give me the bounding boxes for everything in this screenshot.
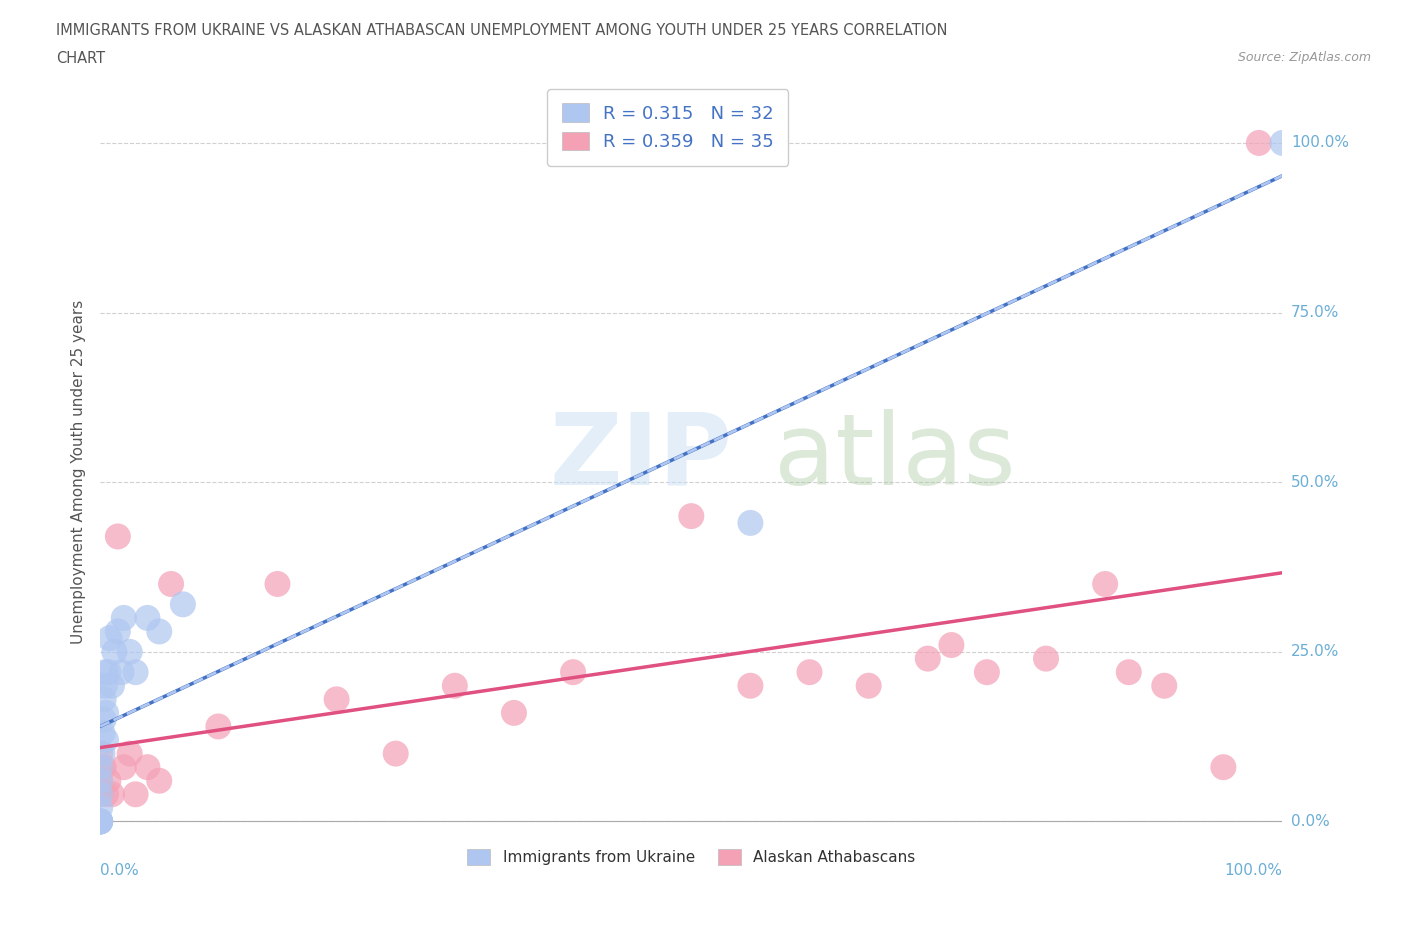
Text: CHART: CHART xyxy=(56,51,105,66)
Point xyxy=(384,746,406,761)
Point xyxy=(107,624,129,639)
Point xyxy=(97,665,120,680)
Point xyxy=(93,760,115,775)
Point xyxy=(97,774,120,789)
Point xyxy=(94,665,117,680)
Point xyxy=(207,719,229,734)
Point xyxy=(681,509,703,524)
Point xyxy=(94,706,117,721)
Point xyxy=(148,774,170,789)
Point xyxy=(103,644,125,659)
Point xyxy=(1118,665,1140,680)
Point xyxy=(93,692,115,707)
Point xyxy=(94,678,117,693)
Text: ZIP: ZIP xyxy=(550,409,733,506)
Point xyxy=(562,665,585,680)
Point xyxy=(1035,651,1057,666)
Point xyxy=(93,712,115,727)
Point xyxy=(740,515,762,530)
Point xyxy=(172,597,194,612)
Point xyxy=(136,760,159,775)
Point xyxy=(89,760,111,775)
Point xyxy=(101,678,124,693)
Point xyxy=(91,746,114,761)
Point xyxy=(89,814,111,829)
Point xyxy=(118,644,141,659)
Point xyxy=(112,760,135,775)
Point xyxy=(89,814,111,829)
Text: 25.0%: 25.0% xyxy=(1291,644,1339,659)
Point xyxy=(1153,678,1175,693)
Point xyxy=(503,706,526,721)
Text: IMMIGRANTS FROM UKRAINE VS ALASKAN ATHABASCAN UNEMPLOYMENT AMONG YOUTH UNDER 25 : IMMIGRANTS FROM UKRAINE VS ALASKAN ATHAB… xyxy=(56,23,948,38)
Point xyxy=(124,787,146,802)
Text: 100.0%: 100.0% xyxy=(1225,863,1282,878)
Point xyxy=(89,787,111,802)
Point xyxy=(160,577,183,591)
Point xyxy=(740,678,762,693)
Text: 75.0%: 75.0% xyxy=(1291,305,1339,320)
Point xyxy=(89,787,111,802)
Point xyxy=(266,577,288,591)
Point xyxy=(107,529,129,544)
Point xyxy=(89,814,111,829)
Point xyxy=(112,610,135,625)
Point xyxy=(94,787,117,802)
Point xyxy=(89,801,111,816)
Point xyxy=(799,665,821,680)
Point xyxy=(941,638,963,653)
Point xyxy=(325,692,347,707)
Point xyxy=(858,678,880,693)
Point xyxy=(89,814,111,829)
Point xyxy=(443,678,465,693)
Point xyxy=(89,774,111,789)
Text: 0.0%: 0.0% xyxy=(100,863,139,878)
Text: atlas: atlas xyxy=(775,409,1015,506)
Point xyxy=(136,610,159,625)
Point xyxy=(89,814,111,829)
Point xyxy=(89,760,111,775)
Point xyxy=(89,814,111,829)
Point xyxy=(917,651,939,666)
Point xyxy=(1094,577,1116,591)
Point xyxy=(110,665,132,680)
Point xyxy=(98,631,121,645)
Point xyxy=(1247,136,1270,151)
Point xyxy=(124,665,146,680)
Text: Source: ZipAtlas.com: Source: ZipAtlas.com xyxy=(1237,51,1371,64)
Text: 50.0%: 50.0% xyxy=(1291,474,1339,490)
Point xyxy=(89,746,111,761)
Text: 0.0%: 0.0% xyxy=(1291,814,1330,829)
Y-axis label: Unemployment Among Youth under 25 years: Unemployment Among Youth under 25 years xyxy=(72,299,86,644)
Text: 100.0%: 100.0% xyxy=(1291,136,1348,151)
Point xyxy=(91,725,114,740)
Point xyxy=(1212,760,1234,775)
Point xyxy=(89,774,111,789)
Point xyxy=(976,665,998,680)
Point xyxy=(148,624,170,639)
Point xyxy=(118,746,141,761)
Legend: R = 0.315   N = 32, R = 0.359   N = 35: R = 0.315 N = 32, R = 0.359 N = 35 xyxy=(547,89,789,166)
Point xyxy=(94,733,117,748)
Point xyxy=(101,787,124,802)
Point xyxy=(1271,136,1294,151)
